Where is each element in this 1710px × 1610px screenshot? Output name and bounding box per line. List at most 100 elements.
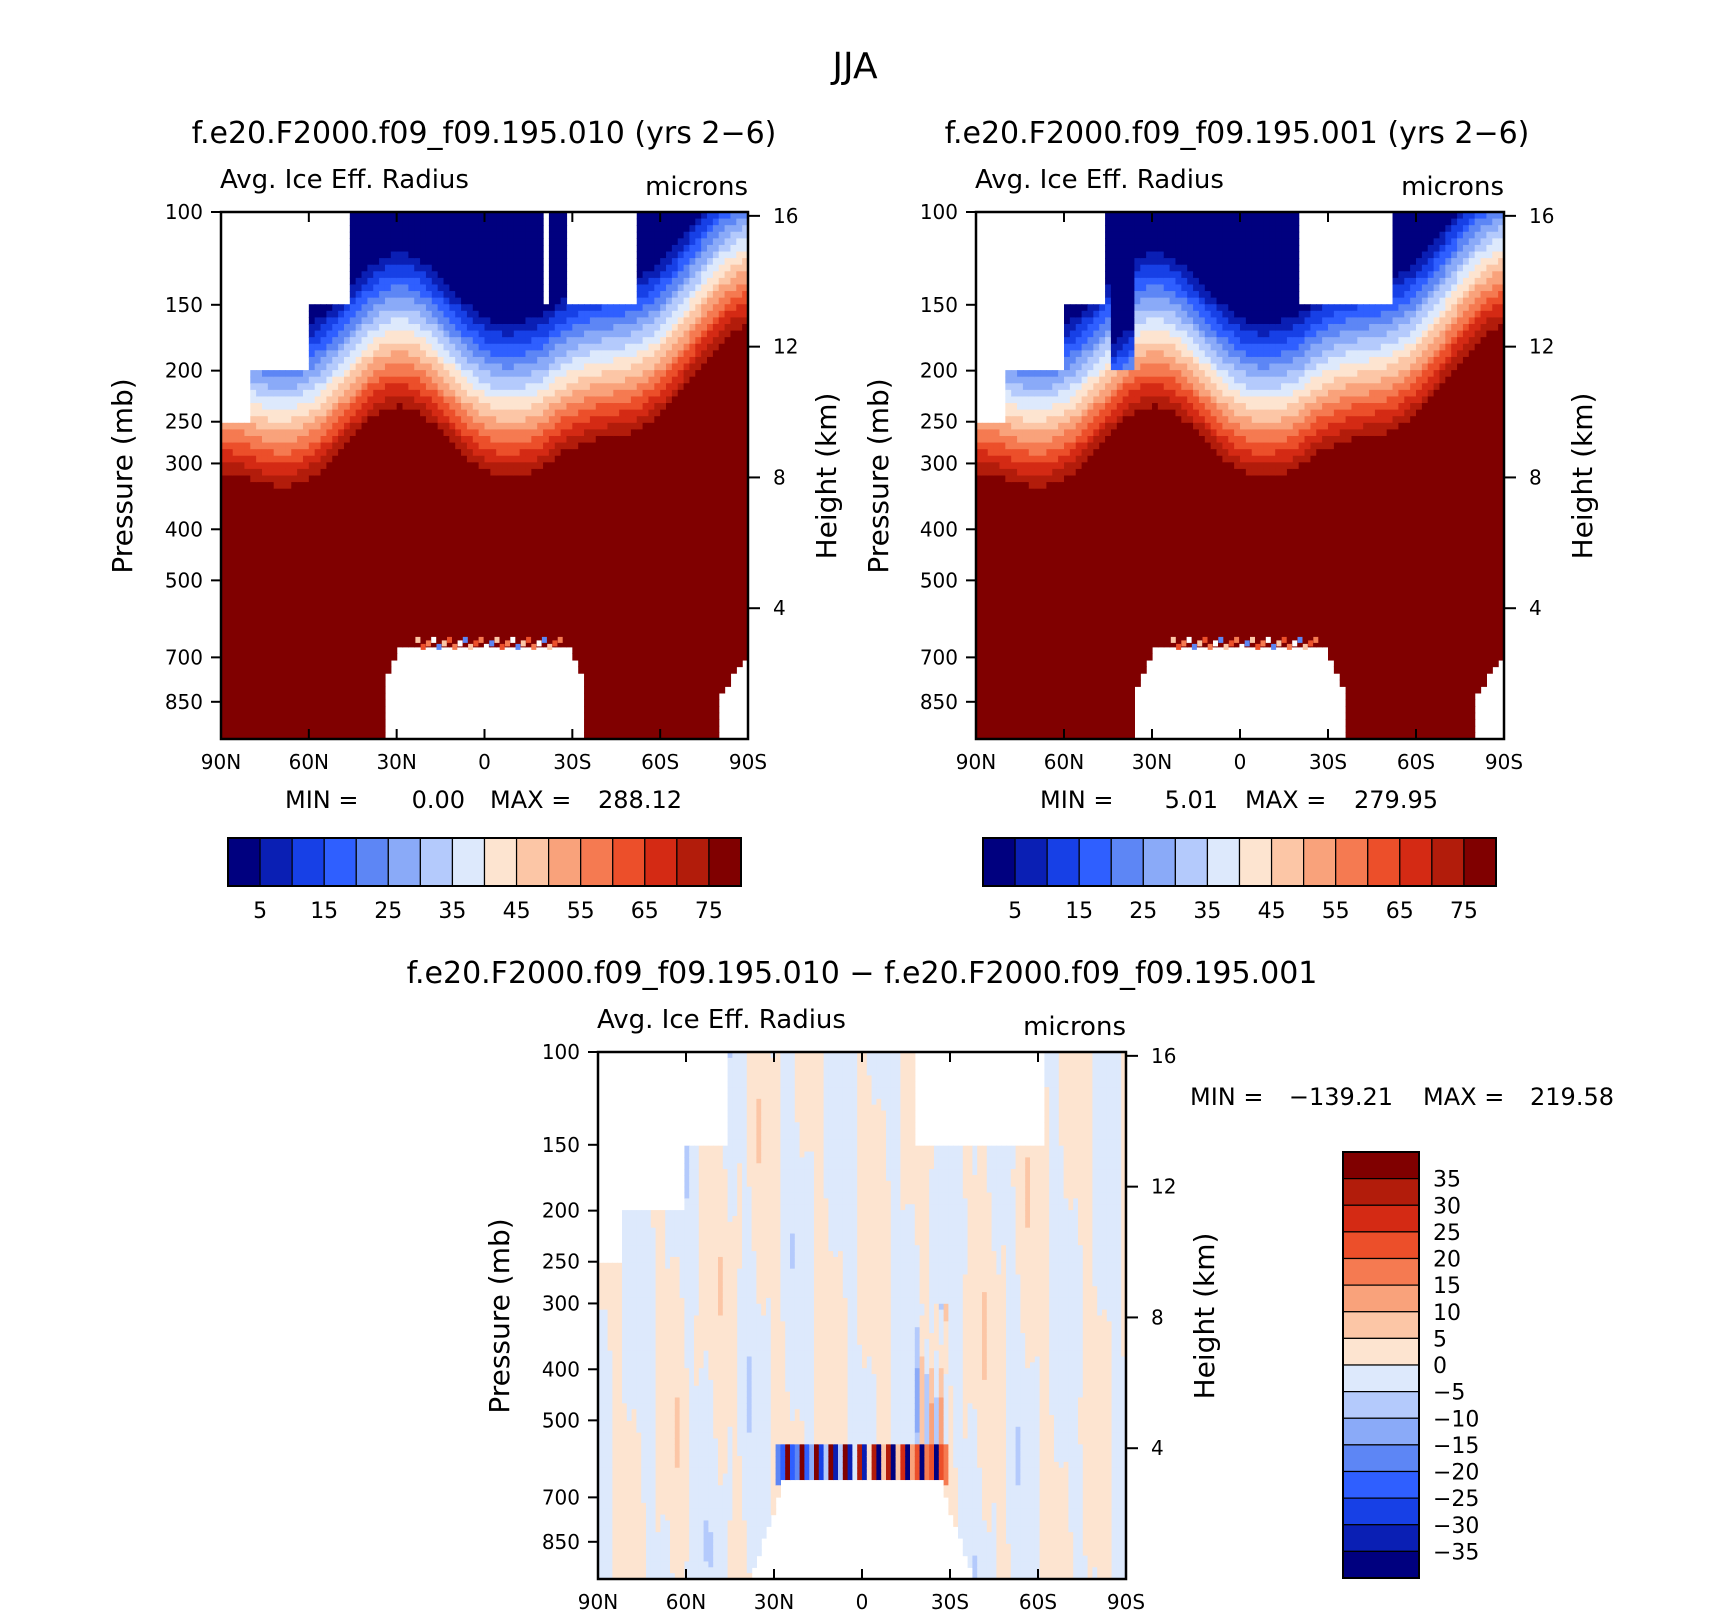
contour-cell [332,370,339,378]
contour-cell [531,547,538,556]
contour-cell [513,455,521,463]
contour-cell [630,574,638,582]
contour-cell [461,640,468,648]
contour-cell [525,534,532,542]
contour-cell [566,567,573,575]
contour-cell [630,719,638,727]
contour-cell [349,271,357,279]
contour-cell [613,679,620,687]
contour-cell [601,317,609,325]
contour-cell [537,403,544,411]
contour-cell [513,370,521,378]
contour-cell [595,646,603,654]
contour-cell [537,534,544,542]
contour-cell [455,422,462,430]
contour-cell [502,561,509,569]
contour-cell [490,244,497,253]
contour-cell [221,442,228,450]
contour-cell [502,363,509,371]
contour-cell [226,699,234,707]
contour-cell [420,422,427,430]
contour-cell [384,574,392,582]
contour-cell [595,383,603,391]
contour-cell [250,646,257,654]
contour-cell [484,218,491,226]
contour-cell [420,343,427,351]
contour-cell [666,547,673,556]
contour-cell [379,238,386,246]
contour-cell [402,370,409,378]
contour-cell [244,574,251,582]
contour-cell [589,416,597,424]
contour-cell [425,258,433,266]
contour-cell [332,640,339,648]
contour-cell [472,567,480,575]
contour-cell [519,554,527,562]
contour-cell [332,449,339,457]
contour-cell [660,244,667,253]
contour-cell [572,310,579,318]
contour-cell [478,455,486,463]
contour-cell [273,521,281,529]
contour-cell [314,594,322,602]
contour-cell [507,501,515,510]
contour-cell [420,442,427,450]
contour-cell [390,422,398,430]
contour-cell [496,416,503,424]
contour-cell [408,416,415,424]
contour-cell [589,409,597,417]
contour-cell [390,310,398,318]
contour-cell [431,304,439,312]
contour-cell [221,620,228,628]
contour-cell [455,528,462,536]
contour-cell [390,383,398,391]
contour-cell [343,455,351,463]
contour-cell [232,699,240,707]
contour-cell [314,712,322,720]
contour-cell [449,455,456,463]
contour-cell [619,383,626,391]
contour-cell [244,541,251,549]
contour-cell [455,212,462,220]
contour-cell [373,712,380,720]
contour-cell [332,482,339,490]
contour-cell [578,435,585,444]
contour-cell [584,640,591,648]
contour-cell [256,442,263,450]
contour-cell [226,646,234,654]
contour-cell [636,212,644,220]
contour-cell [437,587,445,595]
contour-cell [384,627,392,635]
contour-cell [437,330,445,338]
contour-cell [443,528,450,536]
contour-cell [572,468,579,477]
contour-cell [449,580,456,589]
contour-cell [273,699,281,707]
contour-cell [414,534,421,542]
contour-cell [466,363,474,371]
contour-cell [437,462,445,470]
contour-cell [408,363,415,371]
contour-cell [548,475,556,483]
contour-cell [560,376,568,384]
contour-cell [648,422,655,430]
contour-cell [291,633,298,641]
contour-cell [601,528,609,536]
contour-cell [601,449,609,457]
contour-cell [373,271,380,279]
contour-cell [402,330,409,338]
contour-cell [548,587,556,595]
contour-cell [402,291,409,299]
contour-cell [660,679,667,687]
contour-cell [361,561,368,569]
contour-cell [238,554,246,562]
contour-cell [431,468,439,477]
contour-cell [666,212,673,220]
contour-cell [238,620,246,628]
contour-cell [613,501,620,510]
contour-cell [349,396,357,404]
contour-cell [320,429,327,437]
contour-cell [466,251,474,259]
contour-cell [420,284,427,292]
contour-cell [625,567,632,575]
